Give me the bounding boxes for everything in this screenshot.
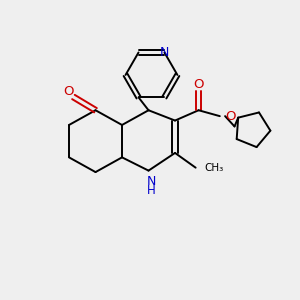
Text: N: N xyxy=(147,175,156,188)
Text: H: H xyxy=(147,184,156,197)
Text: O: O xyxy=(63,85,74,98)
Text: O: O xyxy=(193,78,204,91)
Text: O: O xyxy=(225,110,236,123)
Text: CH₃: CH₃ xyxy=(205,163,224,173)
Text: N: N xyxy=(160,46,169,59)
